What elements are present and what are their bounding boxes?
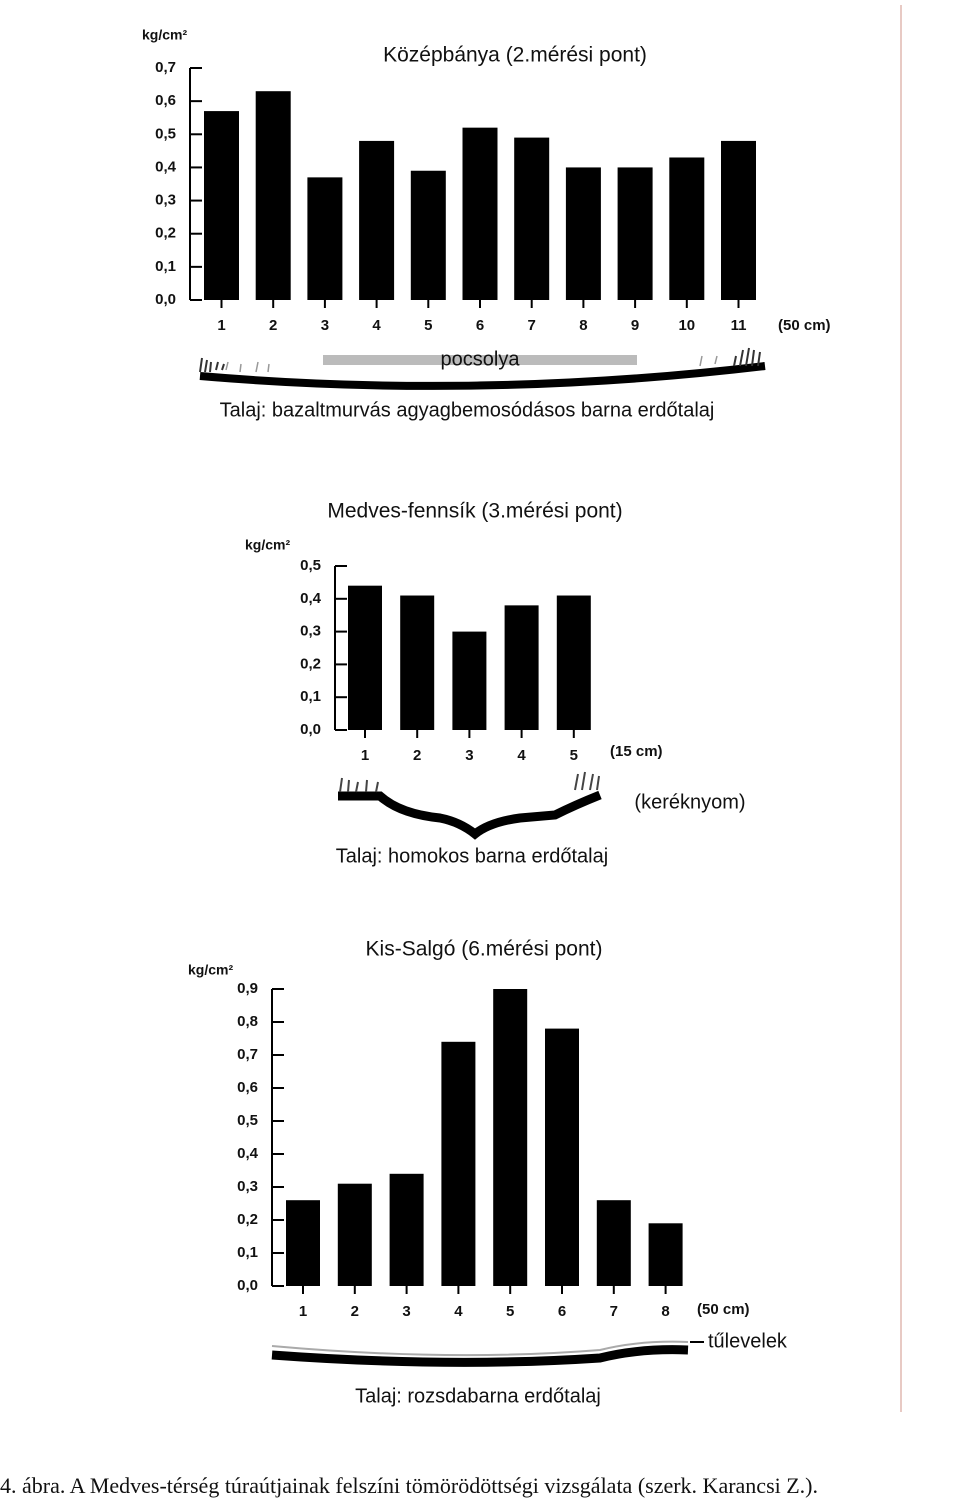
y-tick-label: 0,5 (155, 125, 176, 142)
ground-sketch (338, 771, 602, 840)
annotation: pocsolya (441, 348, 521, 370)
ground-sketch (199, 347, 766, 390)
y-tick-label: 0,3 (155, 192, 176, 209)
y-tick-label: 0,0 (300, 721, 321, 738)
bar (348, 585, 382, 730)
y-tick-label: 0,4 (155, 158, 177, 175)
x-tick-label: 1 (361, 747, 369, 764)
x-tick-label: 2 (413, 747, 421, 764)
x-tick-label: 8 (661, 1303, 669, 1320)
x-tick-label: 2 (269, 317, 277, 334)
x-tick-label: 4 (454, 1303, 463, 1320)
bar (255, 91, 291, 300)
x-axis-unit: (15 cm) (610, 743, 663, 760)
y-tick-label: 0,5 (300, 557, 321, 574)
bar (441, 1041, 476, 1286)
annotation: (keréknyom) (634, 791, 745, 813)
y-tick-label: 0,7 (237, 1046, 258, 1063)
x-tick-label: 3 (321, 317, 329, 334)
bar (359, 140, 395, 300)
x-tick-label: 6 (476, 317, 484, 334)
bar (337, 1183, 372, 1286)
x-tick-label: 10 (678, 317, 695, 334)
bar (307, 177, 343, 300)
bar (389, 1173, 424, 1286)
bar (462, 127, 498, 301)
bar (565, 167, 601, 300)
bar (286, 1200, 320, 1286)
x-tick-label: 3 (402, 1303, 410, 1320)
x-axis-unit: (50 cm) (778, 317, 831, 334)
y-tick-label: 0,8 (237, 1013, 258, 1030)
bar (648, 1223, 683, 1286)
caption: 4. ábra. A Medves-térség túraútjainak fe… (0, 1473, 818, 1498)
bar (721, 140, 756, 300)
y-axis-unit: kg/cm² (188, 962, 233, 978)
y-tick-label: 0,2 (155, 225, 176, 242)
ground-sketch (271, 1340, 704, 1367)
bar (504, 605, 539, 730)
x-axis-unit: (50 cm) (697, 1301, 750, 1318)
y-tick-label: 0,5 (237, 1112, 258, 1129)
bar (410, 170, 446, 300)
x-tick-label: 9 (631, 317, 639, 334)
annotation: Talaj: rozsdabarna erdőtalaj (355, 1385, 601, 1407)
y-axis-unit: kg/cm² (245, 537, 290, 553)
y-tick-label: 0,4 (237, 1145, 259, 1162)
y-tick-label: 0,1 (300, 688, 321, 705)
annotation: tűlevelek (708, 1330, 788, 1352)
x-tick-label: 7 (528, 317, 536, 334)
bar (400, 595, 435, 730)
bar (669, 157, 705, 300)
y-tick-label: 0,2 (237, 1211, 258, 1228)
bar (493, 989, 528, 1286)
annotation: Talaj: bazaltmurvás agyagbemosódásos bar… (220, 399, 715, 421)
chart-title: Kis-Salgó (6.mérési pont) (366, 938, 603, 961)
y-tick-label: 0,3 (300, 623, 321, 640)
y-tick-label: 0,0 (155, 291, 176, 308)
x-tick-label: 1 (217, 317, 225, 334)
x-tick-label: 6 (558, 1303, 566, 1320)
x-tick-label: 5 (424, 317, 432, 334)
x-tick-label: 8 (579, 317, 587, 334)
x-tick-label: 5 (506, 1303, 514, 1320)
y-tick-label: 0,6 (237, 1079, 258, 1096)
chart-title: Középbánya (2.mérési pont) (383, 44, 647, 67)
y-tick-label: 0,3 (237, 1178, 258, 1195)
bar (452, 631, 487, 730)
bar (514, 137, 550, 300)
bar (556, 595, 591, 730)
bar (204, 111, 239, 300)
y-tick-label: 0,4 (300, 590, 322, 607)
bar (617, 167, 653, 300)
annotation: Talaj: homokos barna erdőtalaj (336, 845, 608, 867)
x-tick-label: 2 (351, 1303, 359, 1320)
bar (545, 1028, 579, 1286)
y-tick-label: 0,1 (237, 1244, 258, 1261)
y-tick-label: 0,2 (300, 655, 321, 672)
x-tick-label: 4 (372, 317, 381, 334)
y-tick-label: 0,9 (237, 980, 258, 997)
x-tick-label: 5 (570, 747, 578, 764)
y-tick-label: 0,1 (155, 258, 176, 275)
x-tick-label: 11 (731, 317, 747, 334)
y-tick-label: 0,6 (155, 92, 176, 109)
bar (596, 1200, 631, 1286)
chart-title: Medves-fennsík (3.mérési pont) (327, 500, 622, 523)
y-tick-label: 0,7 (155, 59, 176, 76)
x-tick-label: 3 (465, 747, 473, 764)
x-tick-label: 7 (610, 1303, 618, 1320)
x-tick-label: 1 (299, 1303, 307, 1320)
y-axis-unit: kg/cm² (142, 27, 187, 43)
x-tick-label: 4 (517, 747, 526, 764)
y-tick-label: 0,0 (237, 1277, 258, 1294)
